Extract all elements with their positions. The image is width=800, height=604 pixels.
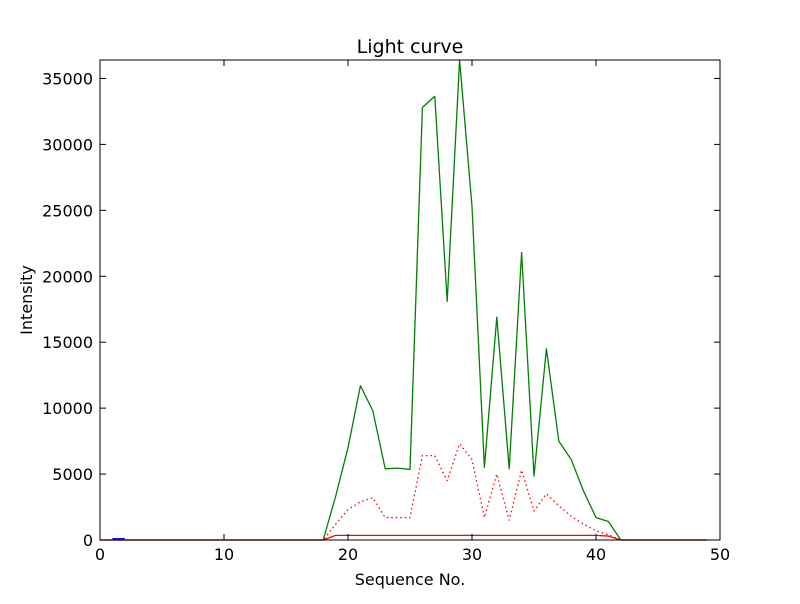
x-tick-label: 40 (586, 545, 606, 564)
y-tick-label: 35000 (42, 69, 93, 88)
series-1-line (100, 59, 708, 541)
y-tick-label: 30000 (42, 135, 93, 154)
y-axis-label: Intensity (17, 265, 36, 335)
x-tick-label: 10 (214, 545, 234, 564)
ticks-layer: 0 10 20 30 40 50 0 5000 10000 15000 20000 25000 3000… (42, 60, 730, 564)
x-tick-label: 30 (462, 545, 482, 564)
y-tick-label: 5000 (52, 465, 93, 484)
y-tick-label: 0 (83, 531, 93, 550)
y-tick-label: 20000 (42, 267, 93, 286)
x-axis-label: Sequence No. (355, 570, 466, 589)
series-3-line (100, 534, 708, 541)
x-tick-label: 20 (338, 545, 358, 564)
y-tick-label: 25000 (42, 201, 93, 220)
series-2-line (100, 443, 708, 541)
x-tick-label: 50 (710, 545, 730, 564)
chart-title: Light curve (357, 36, 464, 58)
y-tick-label: 10000 (42, 399, 93, 418)
y-tick-label: 15000 (42, 333, 93, 352)
x-tick-label: 0 (95, 545, 105, 564)
series-layer (100, 59, 708, 541)
plot-frame (99, 59, 721, 541)
